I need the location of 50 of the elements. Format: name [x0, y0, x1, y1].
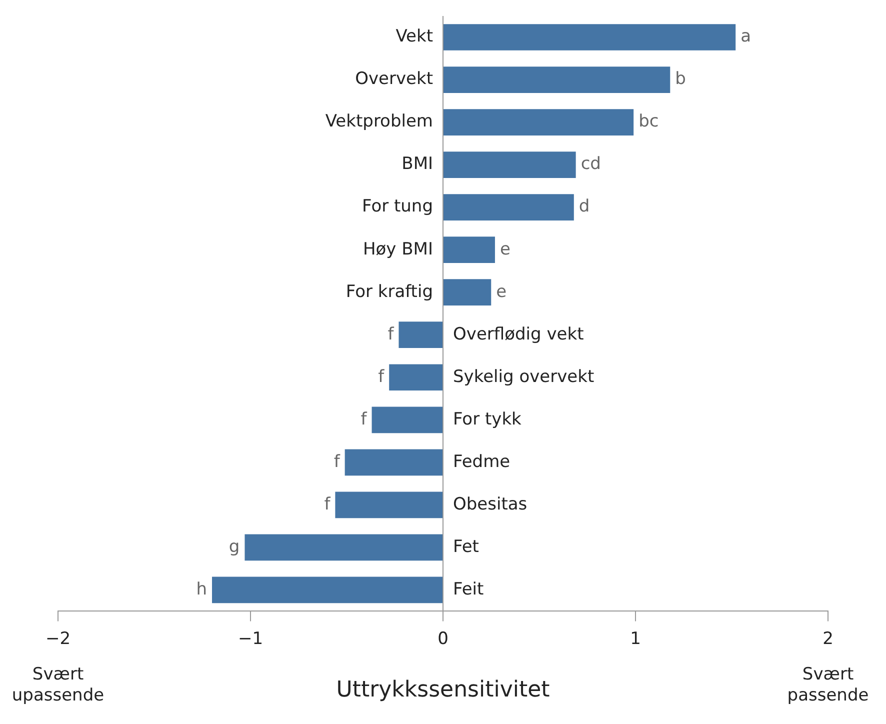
text: Svært passende: [787, 664, 869, 706]
y-tick-label: Overflødig vekt: [453, 324, 584, 344]
data-label: f: [324, 494, 332, 514]
y-tick-label: For tykk: [453, 409, 522, 430]
bar: [444, 66, 670, 93]
y-tick-label: Feit: [453, 579, 484, 600]
data-label: b: [675, 69, 686, 90]
data-label: f: [388, 324, 395, 344]
bar: [444, 152, 576, 178]
bar: [444, 279, 492, 306]
x-axis-title: Uttrykkssensitivitet: [336, 678, 550, 703]
data-label: h: [196, 579, 207, 600]
bar: [344, 449, 442, 476]
bar: [335, 492, 442, 518]
data-label: a: [740, 26, 752, 47]
data-label: e: [496, 282, 507, 302]
y-tick-label: BMI: [402, 154, 433, 174]
x-tick-label: 0: [438, 628, 448, 649]
bar: [398, 322, 442, 348]
data-label: d: [578, 196, 590, 217]
y-tick-label: Vekt: [396, 26, 434, 47]
y-tick-label: Høy BMI: [363, 239, 433, 260]
bar: [389, 364, 442, 391]
data-label: cd: [580, 154, 601, 174]
text: Svært upassende: [12, 664, 104, 706]
x-tick-label: 1: [630, 628, 641, 649]
y-tick-label: For tung: [362, 196, 433, 217]
bar: [212, 576, 442, 604]
bar: [244, 534, 442, 561]
bar: [444, 194, 574, 220]
y-tick-label: Vektproblem: [325, 112, 433, 132]
data-label: e: [500, 239, 510, 260]
x-tick-label: −1: [238, 628, 264, 649]
y-tick-label: Fet: [453, 536, 480, 557]
data-label: g: [228, 536, 240, 557]
data-label: f: [378, 366, 386, 387]
data-label: bc: [638, 112, 659, 132]
bar: [444, 236, 495, 264]
data-label: f: [334, 452, 341, 472]
data-label: f: [360, 409, 368, 430]
y-tick-label: Overvekt: [355, 69, 434, 90]
x-tick-label: 2: [822, 628, 834, 649]
bar: [444, 24, 736, 50]
bar: [444, 109, 634, 136]
bar: [372, 406, 442, 434]
y-tick-label: For kraftig: [346, 282, 433, 302]
y-tick-label: Sykelig overvekt: [453, 366, 594, 387]
y-tick-label: Fedme: [453, 452, 510, 472]
y-tick-label: Obesitas: [453, 494, 528, 514]
x-tick-label: −2: [45, 628, 71, 649]
